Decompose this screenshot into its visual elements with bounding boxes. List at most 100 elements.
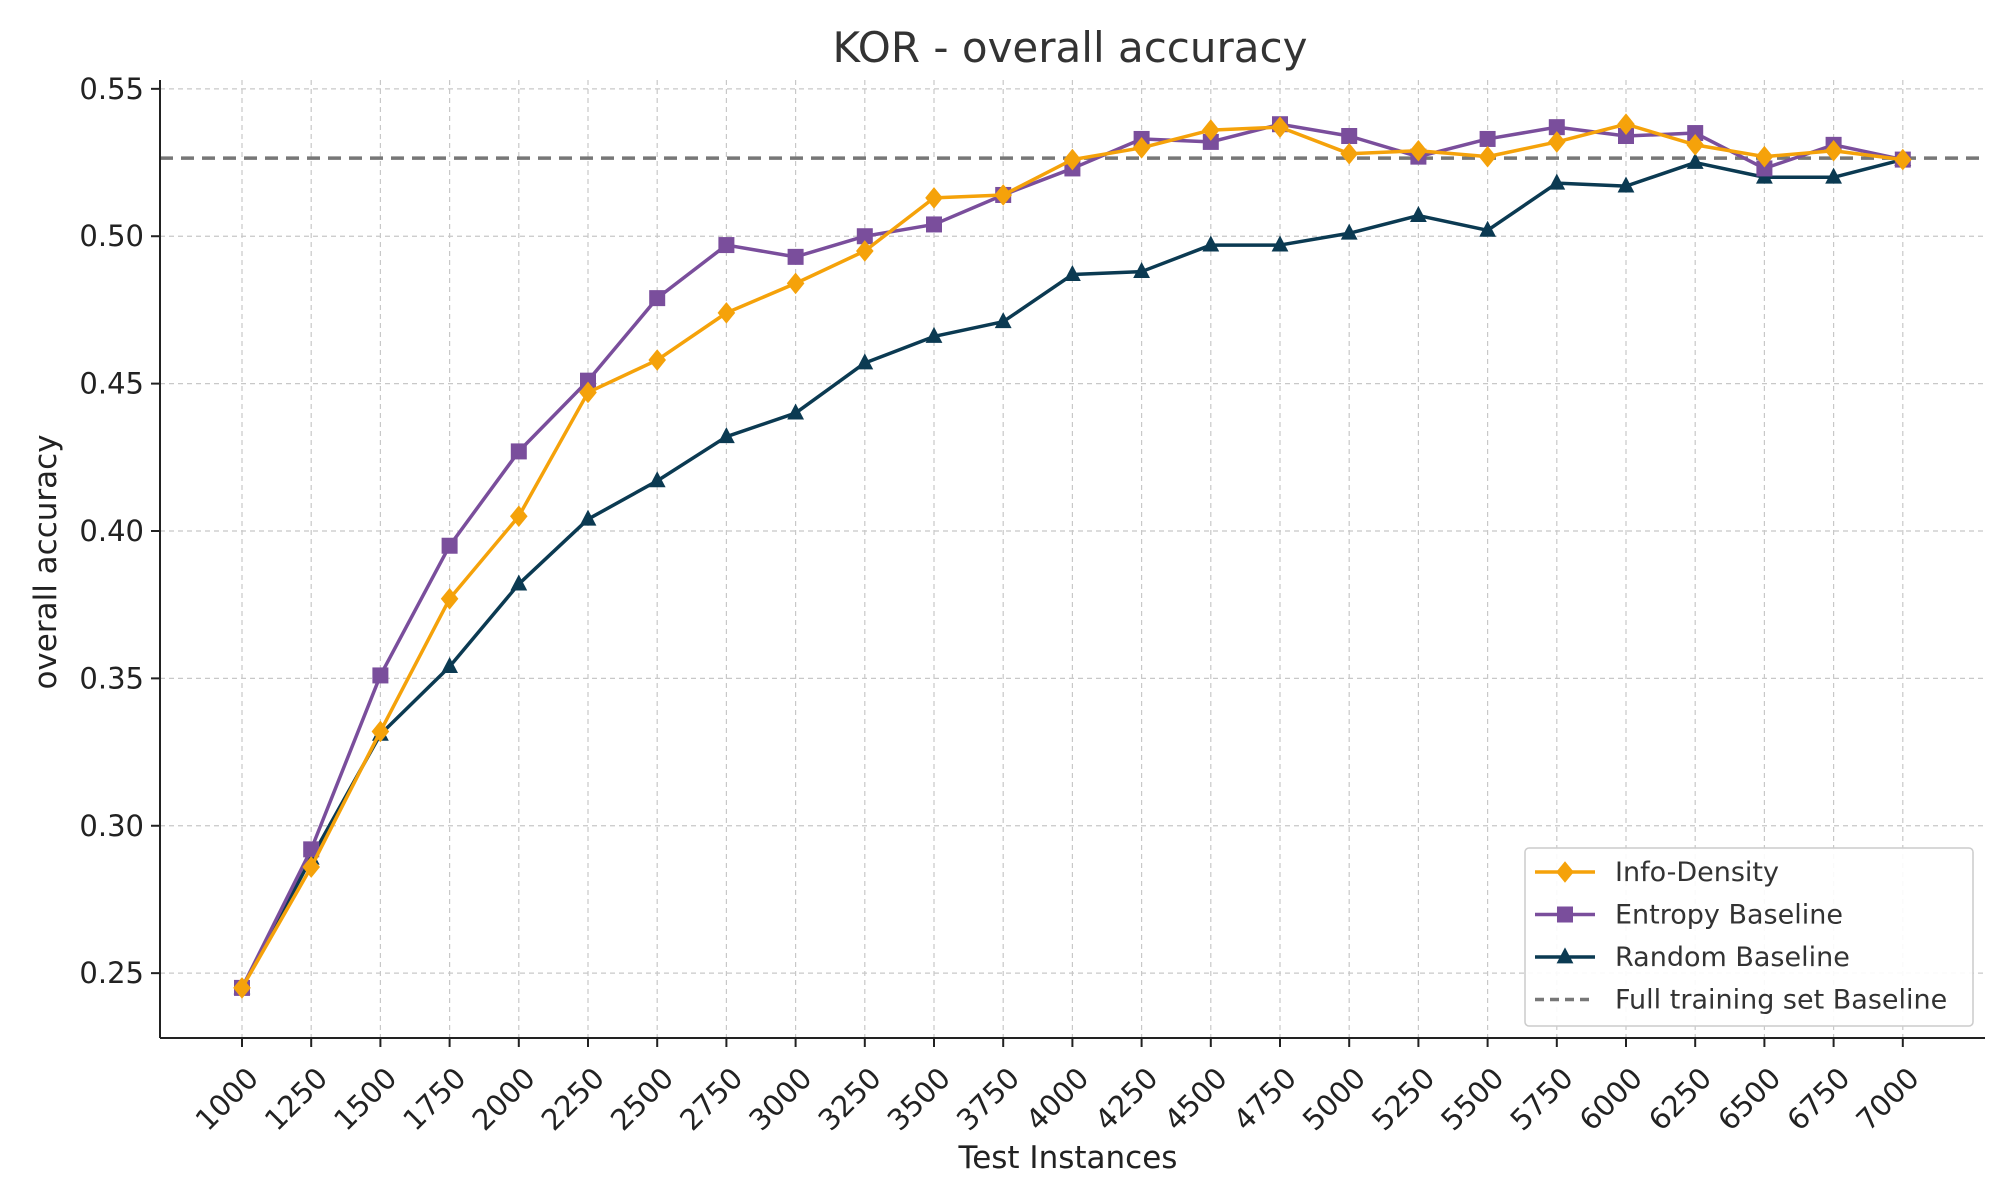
x-tick-label: 2750 xyxy=(673,1061,749,1137)
x-tick-label: 4500 xyxy=(1158,1061,1234,1137)
x-tick-label: 3500 xyxy=(881,1061,957,1137)
info-density-point xyxy=(1409,139,1428,162)
x-tick-label: 5000 xyxy=(1296,1061,1372,1137)
entropy-baseline-point xyxy=(787,248,804,265)
y-tick-label: 0.30 xyxy=(79,809,144,843)
y-tick-label: 0.25 xyxy=(79,956,144,990)
info-density-point xyxy=(994,184,1012,206)
info-density-point xyxy=(717,302,736,324)
entropy-baseline-point xyxy=(926,216,942,233)
x-tick-label: 2250 xyxy=(535,1061,611,1137)
legend: Info-Density Entropy Baseline Random Basel… xyxy=(1524,847,1974,1027)
x-tick-label: 3750 xyxy=(950,1061,1026,1137)
x-tick-label: 2500 xyxy=(604,1061,680,1137)
info-density-point xyxy=(925,187,943,209)
info-density-point xyxy=(1894,148,1912,171)
random-baseline-point xyxy=(1064,264,1081,281)
y-axis-label: overall accuracy xyxy=(28,434,64,689)
x-tick-label: 1250 xyxy=(258,1061,334,1137)
entropy-baseline-point xyxy=(1618,128,1634,145)
random-baseline-point xyxy=(856,353,874,370)
entropy-baseline-point xyxy=(372,667,389,684)
random-baseline-point xyxy=(1133,262,1150,278)
info-density-point xyxy=(302,856,320,878)
y-tick-label: 0.40 xyxy=(79,514,144,548)
random-baseline-point xyxy=(1617,176,1635,193)
random-baseline-point xyxy=(1202,235,1220,252)
entropy-baseline-point xyxy=(510,443,527,460)
x-tick-label: 2000 xyxy=(466,1061,542,1137)
info-density-point xyxy=(1271,116,1289,138)
legend-label-full-training-set-baseline: Full training set Baseline xyxy=(1615,985,1947,1016)
entropy-baseline-point xyxy=(580,372,596,389)
random-baseline-point xyxy=(1548,173,1566,190)
x-tick-label: 4250 xyxy=(1088,1061,1164,1137)
info-density-point xyxy=(1617,113,1635,136)
x-tick-label: 3250 xyxy=(812,1061,888,1137)
info-density-point xyxy=(1824,139,1843,162)
x-tick-label: 1500 xyxy=(327,1061,403,1137)
entropy-baseline-point xyxy=(1756,160,1773,177)
entropy-baseline-point xyxy=(1202,133,1219,150)
legend-marker-random-baseline xyxy=(1556,947,1574,964)
info-density-point xyxy=(1755,145,1774,168)
legend-marker-info-density xyxy=(1556,861,1574,883)
random-baseline-point xyxy=(925,326,943,343)
entropy-baseline-point xyxy=(303,841,320,858)
info-density-point xyxy=(1686,134,1704,156)
x-tick-label: 5500 xyxy=(1434,1061,1510,1137)
info-density-point xyxy=(648,349,666,371)
entropy-baseline-point xyxy=(441,537,458,554)
entropy-baseline-point xyxy=(1687,125,1704,142)
chart-title: KOR - overall accuracy xyxy=(833,23,1308,72)
x-tick-label: 5750 xyxy=(1504,1061,1580,1137)
random-baseline-point xyxy=(1825,167,1842,184)
legend-label-entropy-baseline: Entropy Baseline xyxy=(1615,900,1843,931)
random-baseline-point xyxy=(787,403,804,420)
legend-marker-entropy-baseline xyxy=(1557,906,1573,923)
entropy-baseline-point xyxy=(856,228,873,245)
x-tick-label: 6750 xyxy=(1780,1061,1856,1137)
x-tick-label: 6500 xyxy=(1711,1061,1787,1137)
random-baseline-point xyxy=(1340,223,1358,240)
info-density-point xyxy=(579,381,597,404)
info-density-point xyxy=(1478,145,1497,168)
series-layer xyxy=(233,113,1912,999)
x-ticks: 1000125015001750200022502500275030003250… xyxy=(189,1038,1926,1137)
x-tick-label: 4750 xyxy=(1227,1061,1303,1137)
x-tick-label: 6000 xyxy=(1573,1061,1649,1137)
x-tick-label: 5250 xyxy=(1365,1061,1441,1137)
info-density-point xyxy=(371,720,390,743)
info-density-point xyxy=(1548,131,1566,153)
random-baseline-point xyxy=(1410,205,1427,222)
entropy-baseline-point xyxy=(1548,119,1565,136)
info-density-point xyxy=(440,587,459,610)
random-baseline-point xyxy=(579,509,597,526)
y-tick-label: 0.35 xyxy=(79,661,144,695)
y-tick-label: 0.55 xyxy=(79,72,144,106)
grid-lines xyxy=(160,80,1985,1038)
y-tick-label: 0.45 xyxy=(79,367,144,401)
info-density-point xyxy=(1340,142,1358,165)
info-density-series xyxy=(233,113,1912,999)
info-density-point xyxy=(510,505,528,528)
info-density-point xyxy=(856,240,874,262)
legend-label-info-density: Info-Density xyxy=(1615,857,1779,888)
legend-box xyxy=(1524,847,1974,1027)
entropy-baseline-point xyxy=(1479,130,1496,147)
info-density-point xyxy=(786,272,805,295)
random-baseline-point xyxy=(1686,152,1704,169)
x-tick-label: 7000 xyxy=(1850,1061,1926,1137)
random-baseline-point xyxy=(994,312,1012,329)
entropy-baseline-point xyxy=(1341,128,1358,145)
y-tick-label: 0.50 xyxy=(79,219,144,253)
x-axis-label: Test Instances xyxy=(958,1140,1178,1176)
random-baseline-point xyxy=(1479,220,1496,237)
info-density-point xyxy=(1132,136,1151,159)
x-tick-label: 1750 xyxy=(396,1061,472,1137)
entropy-baseline-point xyxy=(649,290,666,307)
x-tick-label: 4000 xyxy=(1019,1061,1095,1137)
x-tick-label: 6250 xyxy=(1642,1061,1718,1137)
info-density-point xyxy=(1063,148,1082,171)
random-baseline-point xyxy=(718,427,735,444)
